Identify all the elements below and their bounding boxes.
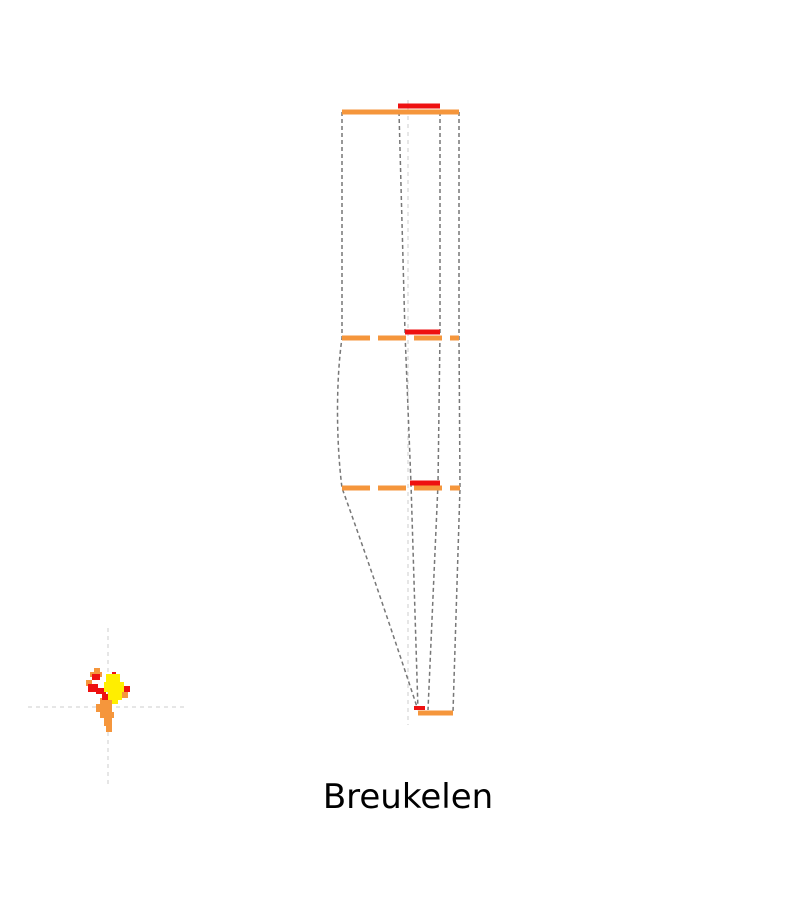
level-lower [342,480,460,491]
map-marker-cluster [86,668,130,732]
level-top [342,103,459,115]
connector-inner-right [427,112,441,711]
connector-inner-left [398,111,419,711]
connector-left-outer [336,112,419,711]
connector-lines [336,111,461,713]
level-middle [342,329,459,341]
station-name-label: Breukelen [323,777,493,817]
connector-right-outer [452,112,461,713]
level-bottom [414,706,453,716]
mini-map [28,628,188,788]
